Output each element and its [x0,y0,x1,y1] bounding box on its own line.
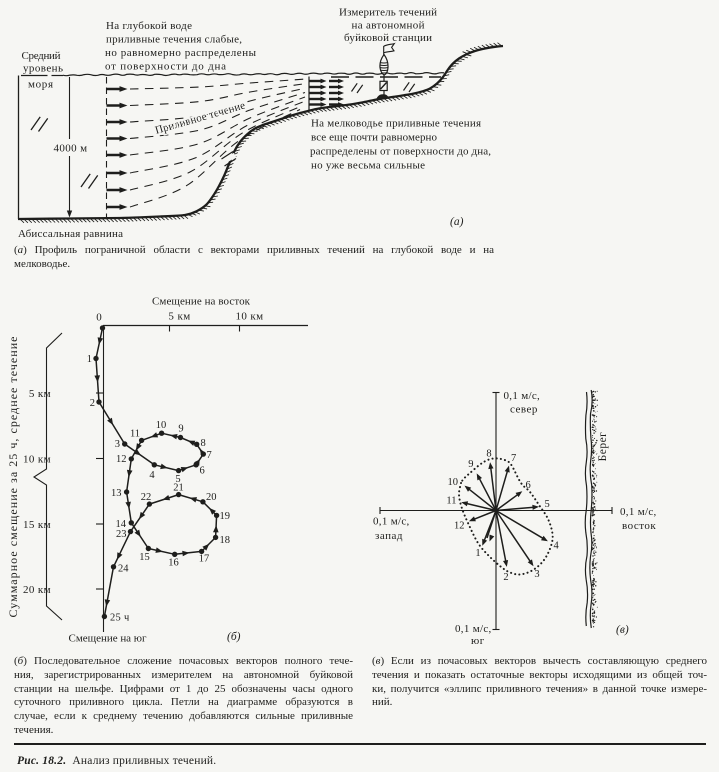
svg-text:19: 19 [220,511,231,522]
svg-text:север: север [510,404,538,416]
svg-text:5: 5 [175,474,180,485]
svg-text:буйковой станции: буйковой станции [344,32,432,44]
svg-text:25 ч: 25 ч [110,613,130,624]
svg-text:24: 24 [118,564,129,575]
svg-text:(в): (в) [616,624,629,636]
svg-text:10: 10 [448,477,459,488]
svg-text:0,1 м/с,: 0,1 м/с, [373,516,410,528]
svg-text:на автономной: на автономной [352,20,425,32]
svg-text:17: 17 [199,554,210,565]
svg-text:13: 13 [111,488,122,499]
svg-text:все еще почти равномерно: все еще почти равномерно [311,132,438,144]
svg-text:14: 14 [116,519,127,530]
svg-text:Берег: Берег [597,432,609,462]
svg-text:9: 9 [178,424,183,435]
svg-text:9: 9 [468,459,473,470]
svg-text:1: 1 [475,548,480,559]
svg-text:10: 10 [156,420,167,431]
svg-text:запад: запад [375,530,403,542]
svg-text:Смещение на юг: Смещение на юг [69,633,147,645]
svg-text:11: 11 [446,496,456,507]
svg-text:20: 20 [206,492,217,503]
svg-text:6: 6 [526,480,531,491]
svg-text:Измеритель течений: Измеритель течений [339,7,437,19]
svg-text:10 км: 10 км [23,454,51,466]
svg-text:21: 21 [173,483,184,494]
svg-text:Средний: Средний [22,50,61,62]
svg-text:6: 6 [200,466,205,477]
svg-text:15 км: 15 км [23,519,51,531]
svg-text:5: 5 [545,499,550,510]
svg-text:4000 м: 4000 м [53,143,87,155]
svg-text:(а): (а) [450,216,464,228]
svg-text:18: 18 [220,535,231,546]
svg-text:0,1 м/с,: 0,1 м/с, [455,623,492,635]
svg-text:Смещение на восток: Смещение на восток [152,296,251,308]
svg-text:Суммарное смещение за 25 ч, ср: Суммарное смещение за 25 ч, среднее тече… [6,337,20,618]
svg-text:1: 1 [87,354,92,365]
svg-text:юг: юг [471,635,485,647]
svg-text:8: 8 [486,449,491,460]
svg-text:распределены от поверхности до: распределены от поверхности до дна, [310,146,491,158]
svg-text:0,1 м/с,: 0,1 м/с, [504,390,541,402]
svg-text:8: 8 [201,438,206,449]
svg-text:12: 12 [454,521,465,532]
svg-text:10 км: 10 км [235,311,263,323]
svg-text:от поверхности до дна: от поверхности до дна [105,61,226,73]
svg-text:22: 22 [141,492,152,503]
svg-text:Абиссальная равнина: Абиссальная равнина [18,228,123,240]
svg-text:2: 2 [90,398,95,409]
svg-text:7: 7 [511,453,516,464]
svg-text:2: 2 [503,572,508,583]
svg-text:5 км: 5 км [168,311,190,323]
svg-text:23: 23 [116,529,127,540]
svg-text:11: 11 [130,429,140,440]
svg-text:Приливное течение: Приливное течение [154,100,247,137]
svg-text:приливные течения слабые,: приливные течения слабые, [106,34,242,46]
svg-text:но уже весьма сильные: но уже весьма сильные [311,160,425,172]
svg-text:восток: восток [622,520,656,532]
svg-text:15: 15 [139,552,150,563]
svg-text:0: 0 [96,312,102,324]
svg-text:0,1 м/с,: 0,1 м/с, [620,506,657,518]
svg-text:уровень: уровень [23,63,63,75]
svg-text:5 км: 5 км [29,388,51,400]
svg-text:20 км: 20 км [23,584,51,596]
svg-text:На мелководье приливные течени: На мелководье приливные течения [311,118,481,130]
svg-text:4: 4 [149,470,155,481]
svg-text:12: 12 [116,454,127,465]
svg-text:3: 3 [115,439,120,450]
svg-text:но равномерно распределены: но равномерно распределены [105,47,257,59]
svg-text:16: 16 [168,558,179,569]
svg-text:7: 7 [207,450,212,461]
svg-text:4: 4 [554,541,560,552]
svg-text:3: 3 [534,569,539,580]
svg-text:(б): (б) [227,631,241,643]
svg-text:моря: моря [28,79,53,91]
svg-text:На глубокой воде: На глубокой воде [106,20,192,32]
